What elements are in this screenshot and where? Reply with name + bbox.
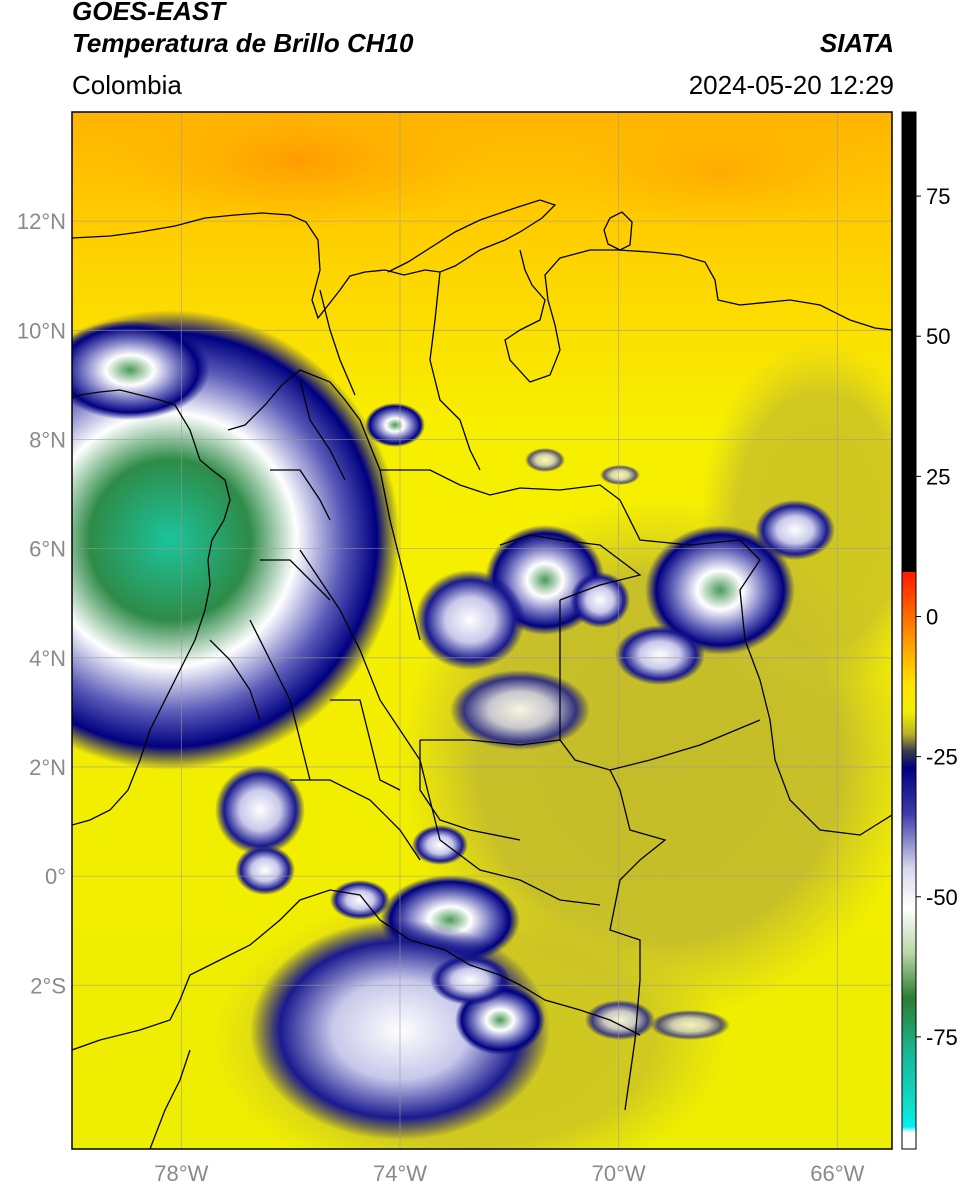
satellite-image <box>72 112 892 1149</box>
graticule <box>72 112 892 1149</box>
product-title: Temperatura de Brillo CH10 <box>72 28 414 58</box>
colorbar-tick-label: -25 <box>926 745 958 770</box>
lon-tick-label: 78°W <box>154 1161 208 1186</box>
colorbar-tick-label: -50 <box>926 885 958 910</box>
lat-tick-label: 12°N <box>17 209 66 234</box>
lon-tick-label: 74°W <box>373 1161 427 1186</box>
latitude-labels: 12°N 10°N 8°N 6°N 4°N 2°N 0° 2°S <box>17 209 66 998</box>
colorbar-tick-label: 50 <box>926 324 950 349</box>
lat-tick-label: 0° <box>45 864 66 889</box>
lat-tick-label: 10°N <box>17 318 66 343</box>
source-label: SIATA <box>819 28 894 58</box>
lat-tick-label: 2°S <box>30 973 66 998</box>
colorbar-tick-label: 25 <box>926 464 950 489</box>
lat-tick-label: 2°N <box>29 755 66 780</box>
plot-frame <box>71 111 893 1150</box>
region-label: Colombia <box>72 70 182 100</box>
lon-tick-label: 66°W <box>810 1161 864 1186</box>
colorbar-tick-label: 0 <box>926 604 938 629</box>
lat-tick-label: 4°N <box>29 646 66 671</box>
longitude-labels: 78°W 74°W 70°W 66°W <box>154 1161 864 1186</box>
colorbar-tick-label: 75 <box>926 184 950 209</box>
colorbar-gradient <box>902 112 916 1149</box>
satellite-title: GOES-EAST <box>72 0 226 26</box>
lat-tick-label: 8°N <box>29 427 66 452</box>
coastlines-borders <box>72 199 892 1149</box>
datetime-label: 2024-05-20 12:29 <box>688 70 894 100</box>
lon-tick-label: 70°W <box>592 1161 646 1186</box>
lat-tick-label: 6°N <box>29 537 66 562</box>
colorbar-tick-label: -75 <box>926 1025 958 1050</box>
colorbar: 75 50 25 0 -25 -50 -75 <box>901 111 958 1150</box>
